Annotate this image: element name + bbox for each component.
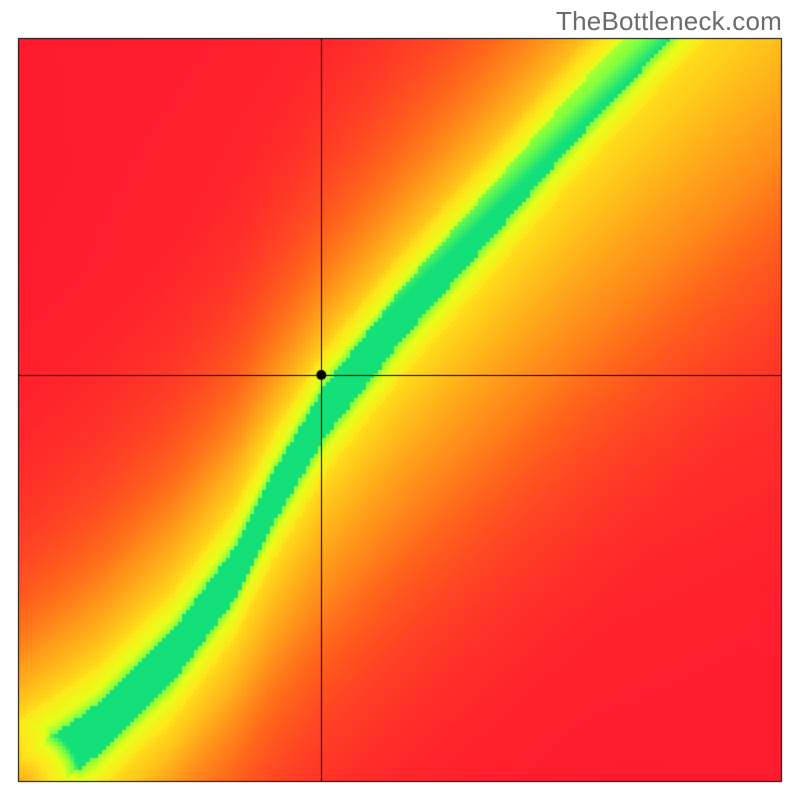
chart-container: TheBottleneck.com [0, 0, 800, 800]
watermark-label: TheBottleneck.com [556, 6, 782, 37]
heatmap-canvas [0, 0, 800, 800]
